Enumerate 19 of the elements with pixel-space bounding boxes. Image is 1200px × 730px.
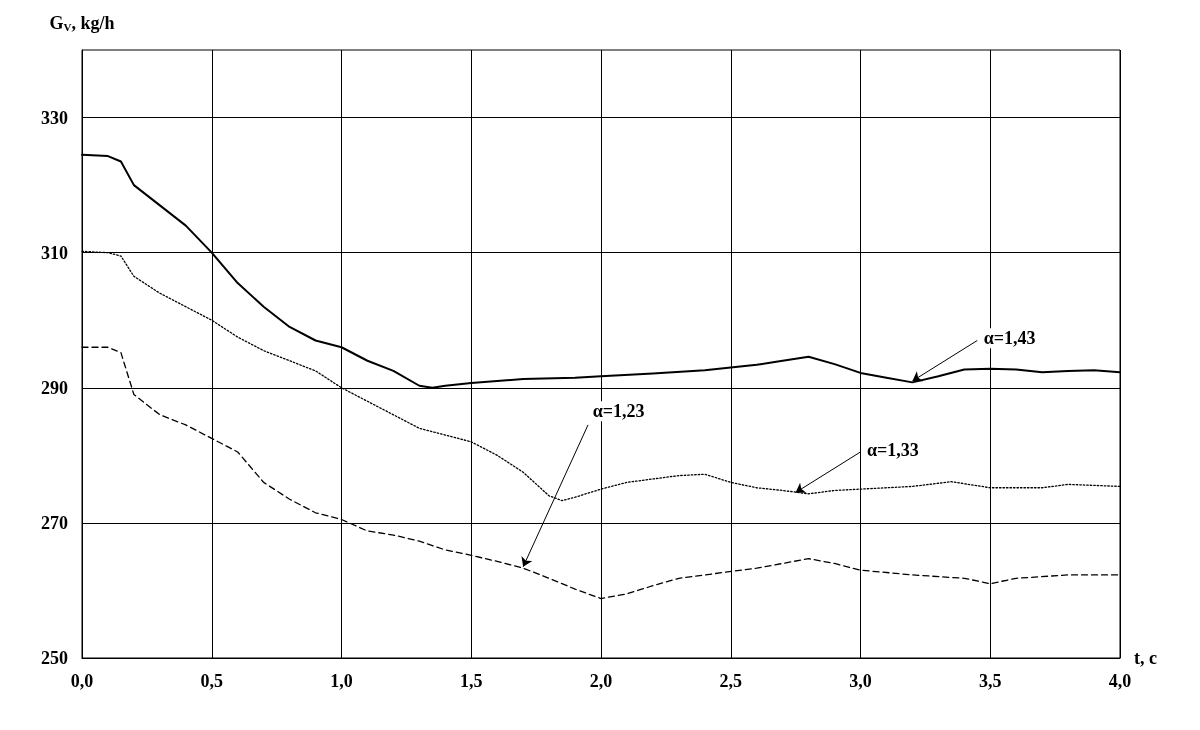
x-tick-label: 1,0 — [330, 671, 353, 691]
x-axis-title: t, c — [1134, 648, 1157, 668]
annotation: α=1,23 — [592, 401, 645, 422]
annotation: α=1,33 — [866, 439, 919, 460]
x-tick-label: 0,0 — [70, 671, 94, 691]
x-tick-label: 3,0 — [849, 671, 872, 691]
x-tick-label: 3,5 — [979, 671, 1002, 691]
y-tick-label: 270 — [41, 512, 68, 533]
x-tick-label: 0,5 — [200, 671, 223, 691]
y-tick-label: 310 — [41, 242, 68, 263]
y-tick-label: 330 — [41, 107, 68, 128]
x-tick-label: 4,0 — [1108, 671, 1132, 691]
x-tick-label: 2,0 — [589, 671, 613, 691]
annotation: α=1,43 — [983, 328, 1036, 349]
y-axis-title: GV, kg/h — [49, 12, 115, 33]
y-tick-label: 290 — [41, 377, 68, 398]
x-tick-label: 2,5 — [719, 671, 742, 691]
y-tick-label: 250 — [41, 648, 68, 668]
x-tick-label: 1,5 — [460, 671, 483, 691]
